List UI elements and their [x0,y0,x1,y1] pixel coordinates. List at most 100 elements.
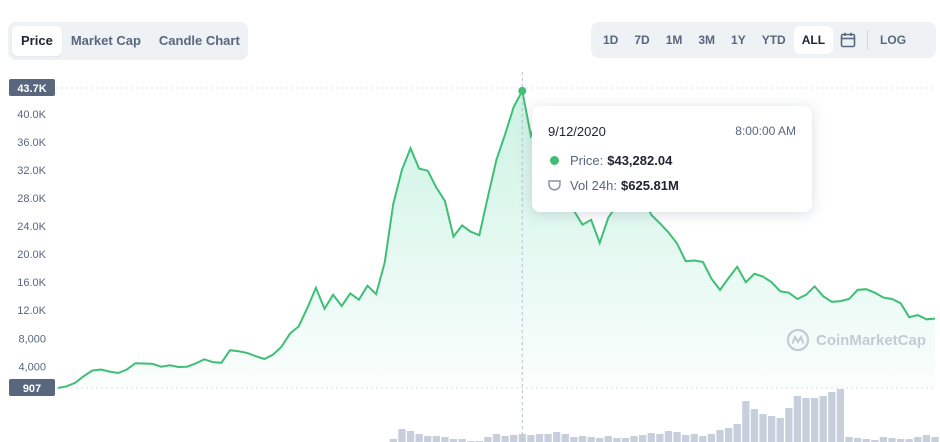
volume-bar [922,435,931,442]
volume-bar [449,439,458,442]
y-tick-label: 20.0K [17,249,46,261]
y-tick-label: 36.0K [17,137,46,149]
log-scale-button[interactable]: LOG [880,33,907,47]
volume-bar [630,436,638,442]
volume-bar [389,439,397,442]
coinmarketcap-logo-icon [786,328,810,352]
volume-bar [828,392,836,442]
range-all-button[interactable]: ALL [793,26,834,54]
volume-bar [578,436,587,442]
volume-bar [682,435,690,442]
volume-bar [896,439,905,442]
range-ytd-button[interactable]: YTD [761,33,786,47]
volume-bar [716,430,724,442]
volume-bar [750,409,759,442]
volume-bar [604,436,612,442]
volume-bar [810,398,819,442]
volume-bar [441,437,449,442]
volume-bar [724,428,733,442]
volume-bar [424,436,432,442]
volume-bar [639,435,647,442]
range-divider [867,30,869,50]
volume-bar [819,396,827,442]
volume-bar [510,435,518,442]
volume-bar [914,437,922,442]
price-dot-icon [550,156,559,165]
volume-bar [742,401,750,442]
min-price-badge [9,379,55,396]
volume-bar [690,434,698,442]
volume-bar [656,434,664,442]
tab-market-cap[interactable]: Market Cap [70,33,141,48]
volume-bar [879,437,888,442]
price-line [57,87,936,389]
volume-bar [845,437,853,442]
y-tick-label: 32.0K [17,165,46,177]
range-7d-button[interactable]: 7D [634,33,650,47]
tooltip-price-value: $43,282.04 [607,153,673,168]
max-price-badge [9,79,55,96]
volume-bar [905,439,913,442]
volume-bar [699,436,707,442]
tab-price[interactable]: Price [12,26,62,56]
volume-bar [647,433,655,442]
chart-type-tabs: Price Market Cap Candle Chart [8,22,248,60]
volume-bar [621,438,630,442]
volume-bar [733,424,741,442]
range-1m-button[interactable]: 1M [665,33,683,47]
y-tick-label: 28.0K [17,193,46,205]
range-1d-button[interactable]: 1D [603,33,619,47]
y-tick-label: 8,000 [18,333,46,345]
y-tick-label: 12.0K [17,305,46,317]
volume-bar [415,434,423,442]
volume-bar [570,437,578,442]
calendar-icon[interactable] [833,26,863,54]
volume-bar [484,437,492,442]
volume-bar [776,418,784,442]
volume-bar [398,429,406,442]
volume-bar [673,432,681,442]
coinmarketcap-watermark: CoinMarketCap [786,328,926,352]
volume-bar [596,438,604,442]
time-range-selector: 1D 7D 1M 3M 1Y YTD ALL LOG [591,22,936,58]
tooltip-time: 8:00:00 AM [735,124,796,138]
volume-bar [853,438,862,442]
volume-bar [707,434,716,442]
y-tick-label: 40.0K [17,109,46,121]
y-tick-label: 4,000 [18,361,46,373]
max-price-label: 43.7K [17,83,46,95]
volume-bar [561,434,569,442]
volume-bar [458,439,466,442]
price-tooltip: 9/12/2020 8:00:00 AM Price: $43,282.04 V… [532,106,812,212]
tooltip-date: 9/12/2020 [548,124,606,139]
volume-bar [836,389,845,442]
volume-bar [613,438,621,442]
volume-bar [501,436,509,442]
tooltip-price-label: Price: [570,153,604,168]
volume-bar [664,431,673,442]
volume-bar [931,437,939,442]
range-1y-button[interactable]: 1Y [731,33,746,47]
volume-bar [888,438,896,442]
volume-bar [432,436,440,442]
tab-candle-chart[interactable]: Candle Chart [158,33,240,48]
hover-point [518,86,527,95]
volume-bar [785,408,793,442]
volume-bar [862,439,870,442]
volume-shield-icon [548,180,561,191]
volume-bar [544,434,552,442]
volume-bar [535,434,544,442]
volume-bar [553,432,561,442]
volume-bar [793,396,802,442]
min-price-label: 907 [23,383,41,395]
tooltip-volume-label: Vol 24h: [570,178,617,193]
range-3m-button[interactable]: 3M [698,33,716,47]
y-tick-label: 24.0K [17,221,46,233]
price-area [58,90,935,389]
volume-bar [492,434,501,442]
volume-bar [802,398,810,442]
volume-bar [767,416,776,442]
volume-bar [527,435,535,442]
volume-bar [587,437,595,442]
